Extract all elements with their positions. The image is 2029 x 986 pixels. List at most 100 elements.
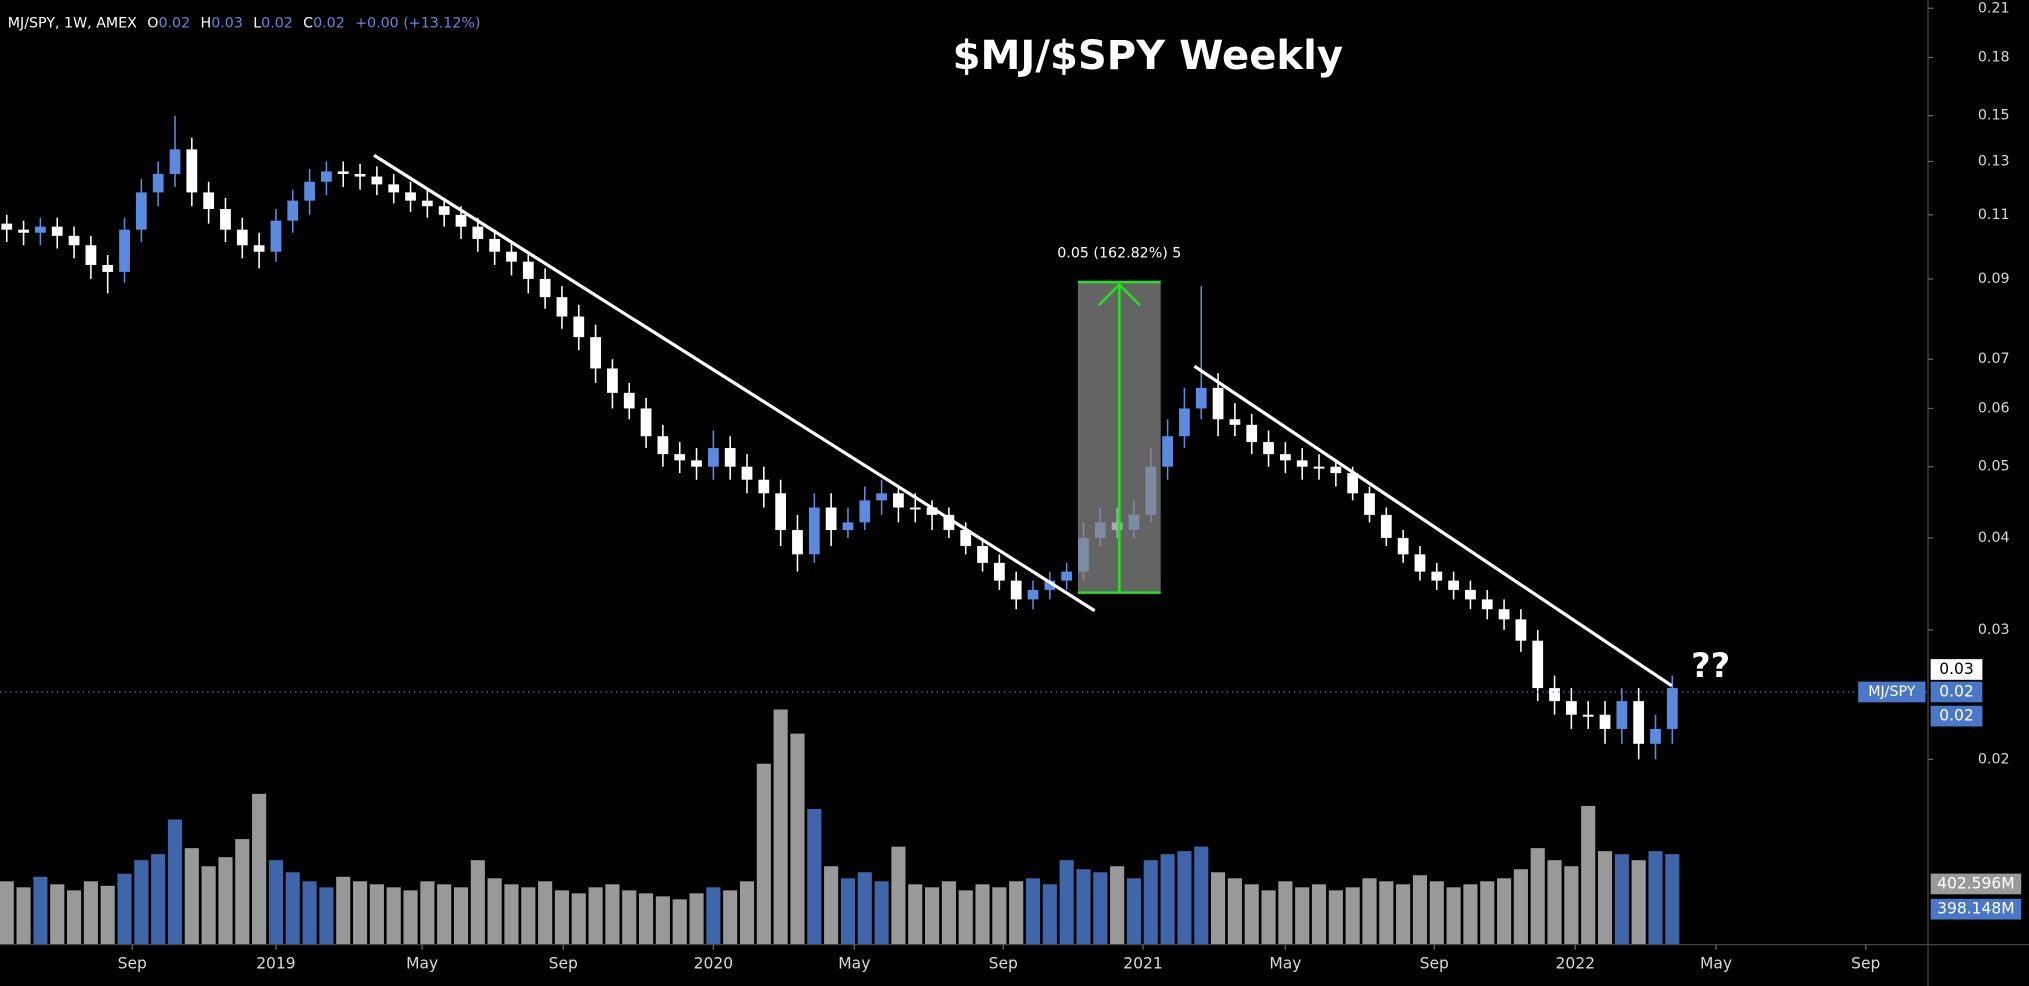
volume-bar — [1446, 887, 1461, 945]
volume-bar — [352, 881, 368, 945]
candle-body — [943, 514, 955, 531]
candle-body — [909, 507, 921, 510]
candle-body — [993, 562, 1005, 581]
candle-body — [1027, 589, 1039, 600]
candle-body — [1179, 408, 1190, 437]
volume-bar — [1480, 881, 1495, 945]
volume-bar — [1177, 851, 1192, 945]
volume-bar — [504, 884, 519, 945]
candle-body — [1010, 580, 1022, 600]
volume-bar — [1597, 851, 1613, 945]
volume-bar — [134, 860, 149, 945]
volume-bar — [1311, 884, 1327, 945]
volume-bar — [554, 890, 570, 945]
volume-bar — [386, 887, 401, 945]
legend-symbol: MJ/SPY, 1W, AMEX — [8, 15, 137, 31]
volume-bar — [1227, 878, 1242, 945]
candle-body — [1263, 442, 1274, 455]
volume-bar — [571, 893, 586, 945]
candle-body — [371, 176, 383, 185]
price-marker-box — [1930, 705, 1983, 727]
candle-body — [960, 530, 972, 547]
candle-body — [893, 493, 904, 508]
volume-bar — [588, 887, 603, 945]
candle-body — [438, 206, 450, 215]
x-tick-label: Sep — [1851, 955, 1880, 973]
x-tick-label: May — [1269, 955, 1301, 973]
candle-body — [1229, 419, 1241, 425]
candle-body — [1515, 619, 1527, 641]
legend-c-value: 0.02 — [313, 15, 345, 31]
volume-bar — [1042, 884, 1057, 945]
candle-body — [18, 229, 29, 233]
candle-body — [1212, 387, 1224, 420]
volume-bar — [235, 839, 250, 945]
volume-bar — [1379, 881, 1394, 945]
measure-arrow-head — [1097, 282, 1141, 307]
legend-o: O — [147, 15, 158, 31]
volume-bar — [252, 793, 267, 945]
candle-body — [236, 229, 248, 246]
legend-l: L — [253, 15, 261, 31]
candle-body — [674, 454, 686, 461]
y-tick-label: 0.04 — [1978, 530, 2010, 546]
volume-bar — [1497, 878, 1512, 945]
volume-bar — [66, 890, 82, 945]
volume-bar — [1631, 860, 1646, 945]
x-tick-label: Sep — [989, 955, 1018, 973]
volume-bar — [1009, 881, 1024, 945]
price-marker-box — [1930, 659, 1983, 680]
measure-label: 0.05 (162.82%) 5 — [1057, 246, 1181, 262]
y-tick-label: 0.15 — [1978, 108, 2010, 124]
x-tick-label: 2021 — [1123, 955, 1163, 973]
candle-body — [1599, 714, 1611, 729]
volume-bar — [706, 887, 721, 945]
candle-body — [304, 181, 315, 201]
volume-bar — [1194, 846, 1209, 945]
candle-body — [1532, 640, 1544, 689]
candle-body — [1195, 387, 1207, 409]
volume-bar — [487, 878, 502, 945]
price-marker-label: 0.02 — [1939, 682, 1974, 700]
legend-change: +0.00 (+13.12%) — [355, 15, 480, 31]
candle-body — [152, 173, 164, 193]
volume-bar — [167, 819, 183, 945]
volume-bar — [723, 890, 738, 945]
volume-bar — [941, 881, 956, 945]
volume-bar — [0, 881, 14, 945]
candle-body — [1380, 514, 1392, 538]
volume-bar — [773, 709, 788, 945]
volume-bar — [16, 887, 31, 945]
volume-bar — [1362, 878, 1377, 945]
volume-bar — [1211, 872, 1226, 945]
symbol-label-box — [1858, 681, 1926, 703]
candle-body — [741, 466, 753, 480]
candle-body — [220, 209, 231, 230]
volume-marker-label: 398.148M — [1937, 900, 2015, 918]
candle-body — [926, 507, 938, 515]
volume-bar — [1143, 860, 1158, 945]
volume-bar — [302, 881, 317, 945]
candle-body — [825, 507, 837, 531]
candle-body — [506, 251, 517, 262]
volume-bar — [1463, 884, 1478, 945]
y-tick-label: 0.02 — [1978, 751, 2010, 767]
volume-bar — [1345, 887, 1360, 945]
candle-body — [1313, 466, 1325, 469]
candle-body — [1044, 580, 1056, 590]
volume-bar — [925, 887, 940, 945]
volume-bar — [1278, 881, 1293, 945]
candle-body — [1481, 599, 1493, 610]
candle-body — [1347, 473, 1359, 494]
candle-body — [573, 316, 585, 338]
volume-bar — [975, 884, 990, 945]
candle-body — [1498, 609, 1510, 620]
x-tick-label: 2020 — [694, 955, 734, 973]
candle-body — [1414, 554, 1426, 572]
candle-body — [691, 460, 702, 467]
volume-bar — [874, 881, 889, 945]
volume-bar — [840, 878, 856, 945]
volume-bar — [908, 884, 923, 945]
